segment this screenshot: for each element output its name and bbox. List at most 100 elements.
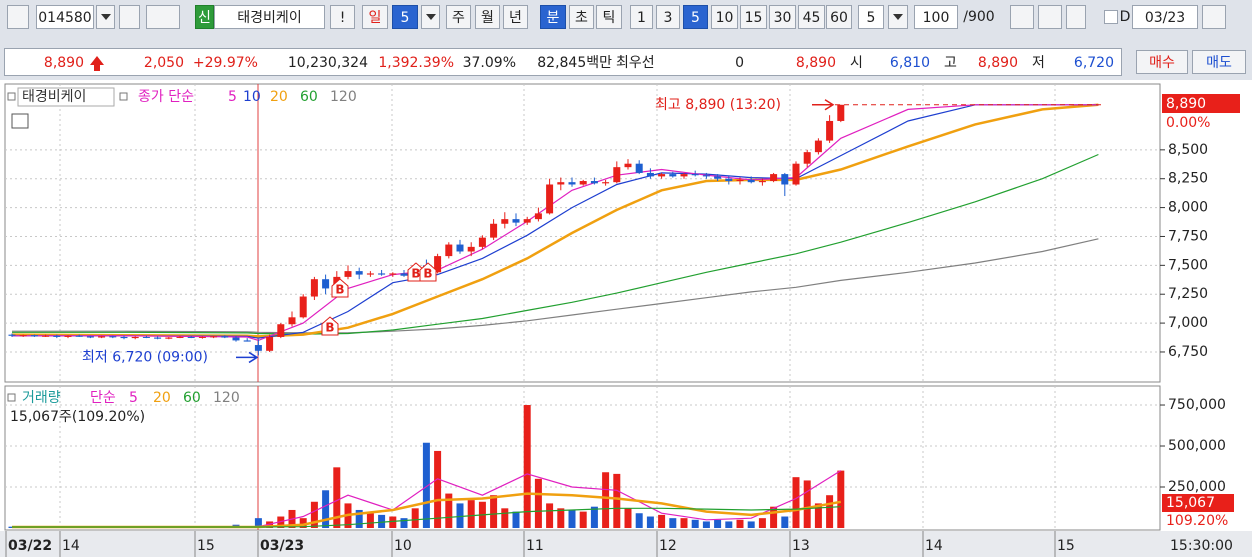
period-second[interactable]: 초 [569,5,594,29]
tool-icon[interactable] [1010,5,1034,29]
interval-60[interactable]: 60 [826,5,852,29]
candle-body [747,179,755,183]
legend-ma: 20 [153,390,171,406]
volume-bar [355,509,363,528]
menu-icon[interactable] [7,5,29,29]
volume-bar [725,521,733,528]
y-tick-label: 750,000 [1168,397,1226,413]
candle-body [702,175,710,177]
candle-body [658,174,666,177]
volume-bar [490,495,498,528]
volume-bar [736,519,744,528]
candle-body [120,336,128,339]
volume-bar [378,514,386,528]
date-input[interactable]: 03/23 [1132,5,1198,29]
legend-ma: 5 [129,390,138,406]
moving-average [12,104,1099,342]
interval-10[interactable]: 10 [711,5,738,29]
count-input[interactable]: 5 [858,5,884,29]
date-flag: D [1119,9,1131,25]
candle-body [579,181,587,185]
signal-label: B [335,283,344,297]
candle-body [109,336,117,338]
dropdown-arrow [426,14,436,20]
x-tick-label: 12 [659,538,677,554]
period-count[interactable]: 5 [392,5,418,29]
sell-button[interactable]: 매도 [1192,50,1246,74]
period-tick[interactable]: 틱 [596,5,622,29]
period-year[interactable]: 년 [503,5,528,29]
best-qty: 0 [735,55,744,71]
volume-moving-average [12,506,841,528]
legend-ma: 120 [213,390,240,406]
period-day[interactable]: 일 [362,5,388,29]
range-input[interactable]: 100 [914,5,958,29]
candle-body [523,219,531,223]
stock-code[interactable]: 014580 [36,5,94,29]
x-tick-label: 11 [526,538,544,554]
candle-body [243,340,251,342]
candle-body [456,244,464,252]
candle-body [142,336,150,338]
search-button[interactable] [119,5,140,29]
period-week[interactable]: 주 [446,5,471,29]
x-tick-label: 03/23 [260,538,304,554]
tool-icon[interactable] [1038,5,1062,29]
volume-bar [837,470,845,528]
buy-button[interactable]: 매수 [1136,50,1188,74]
candle-body [736,179,744,182]
calendar-button[interactable] [1202,5,1226,29]
candle-body [344,271,352,277]
volume-bar [456,503,464,528]
period-minute[interactable]: 분 [540,5,566,29]
checkbox[interactable] [1104,10,1118,24]
candle-body [602,182,610,184]
candle-body [210,336,218,338]
interval-5[interactable]: 5 [683,5,708,29]
best-price: 8,890 [795,55,836,71]
volume-bar [747,521,755,528]
credit-badge[interactable]: 신 [195,5,214,29]
candle-body [355,271,363,275]
interval-1[interactable]: 1 [630,5,653,29]
volume-bar [254,518,262,528]
candle-body [98,336,106,338]
sound-button[interactable] [146,5,180,29]
up-arrow [90,56,104,65]
period-month[interactable]: 월 [475,5,500,29]
signal-label: B [423,267,432,281]
stock-name[interactable]: 태경비케이 [214,5,325,29]
candle-body [176,336,184,338]
interval-15[interactable]: 15 [740,5,767,29]
candle-body [792,163,800,185]
x-tick-label: 15 [1057,538,1075,554]
candle-body [86,336,94,338]
volume-bar [579,511,587,528]
high-annotation: 최고 8,890 (13:20) [655,97,781,113]
last-rate: 0.00% [1166,115,1210,131]
candle-body [781,174,789,185]
volume-bar [814,503,822,528]
y-tick-label: 7,000 [1168,315,1208,331]
open-label: 시 [850,55,863,71]
alert-button[interactable]: ! [330,5,355,29]
tool-icon[interactable] [1066,5,1086,29]
candle-body [624,163,632,168]
volume-bar [781,516,789,528]
last-price-box [1162,94,1240,113]
volume-bar [277,516,285,528]
interval-3[interactable]: 3 [656,5,680,29]
candle-body [590,181,598,184]
volume-bar [310,501,318,528]
candle-body [725,178,733,182]
interval-45[interactable]: 45 [798,5,825,29]
candle-body [232,337,240,341]
interval-30[interactable]: 30 [769,5,796,29]
candle-body [803,152,811,164]
dropdown-arrow [893,14,903,20]
high-arrow [812,99,835,111]
low-annotation: 최저 6,720 (09:00) [82,349,208,365]
candle-body [714,176,722,179]
last-volume: 15,067 [1166,495,1215,511]
